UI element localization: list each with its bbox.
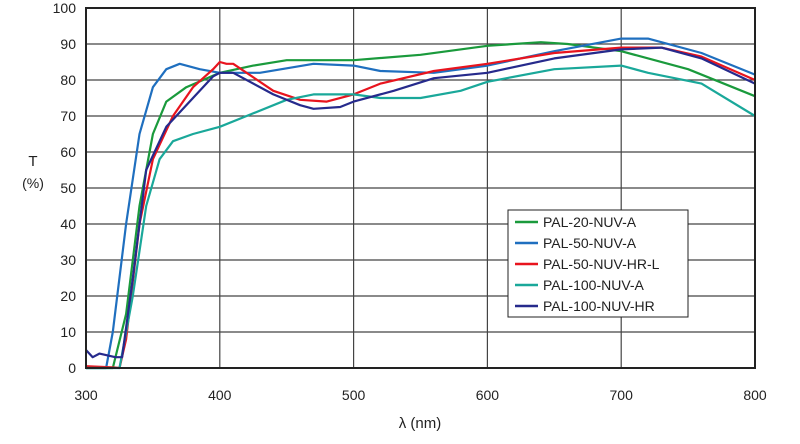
y-tick-label: 70 xyxy=(60,108,76,124)
y-tick-label: 60 xyxy=(60,144,76,160)
series-lines xyxy=(85,37,756,370)
series-line-pal-50-nuv-a xyxy=(86,37,756,370)
y-tick-label: 30 xyxy=(60,252,76,268)
y-tick-label: 10 xyxy=(60,324,76,340)
plot-frame xyxy=(85,7,756,369)
x-tick-label: 500 xyxy=(342,387,366,403)
legend-label: PAL-50-NUV-HR-L xyxy=(543,256,660,272)
series-line-pal-20-nuv-a xyxy=(86,41,756,370)
y-tick-label: 100 xyxy=(53,0,77,16)
legend-label: PAL-100-NUV-A xyxy=(543,277,645,293)
y-tick-label: 0 xyxy=(68,360,76,376)
x-tick-label: 400 xyxy=(208,387,232,403)
y-tick-label: 90 xyxy=(60,36,76,52)
y-tick-label: 40 xyxy=(60,216,76,232)
legend: PAL-20-NUV-A PAL-50-NUV-A PAL-50-NUV-HR-L P… xyxy=(507,209,689,318)
series-line-pal-100-nuv-hr xyxy=(85,46,756,359)
x-tick-label: 700 xyxy=(610,387,634,403)
y-tick-label: 20 xyxy=(60,288,76,304)
legend-label: PAL-100-NUV-HR xyxy=(543,298,655,314)
legend-label: PAL-50-NUV-A xyxy=(543,235,637,251)
y-tick-label: 80 xyxy=(60,72,76,88)
x-axis-label: λ (nm) xyxy=(399,415,442,432)
legend-label: PAL-20-NUV-A xyxy=(543,214,637,230)
series-line-pal-100-nuv-a xyxy=(86,64,756,370)
x-tick-label: 300 xyxy=(74,387,98,403)
y-axis-unit: (%) xyxy=(22,175,44,191)
y-axis-label: T xyxy=(28,153,37,170)
tick-labels: 0 10 20 30 40 50 60 70 80 90 100 300 400 500 600 700 800 xyxy=(53,0,767,403)
series-line-pal-50-nuv-hr-l xyxy=(85,46,756,370)
y-tick-label: 50 xyxy=(60,180,76,196)
x-tick-label: 800 xyxy=(743,387,767,403)
x-tick-label: 600 xyxy=(476,387,500,403)
